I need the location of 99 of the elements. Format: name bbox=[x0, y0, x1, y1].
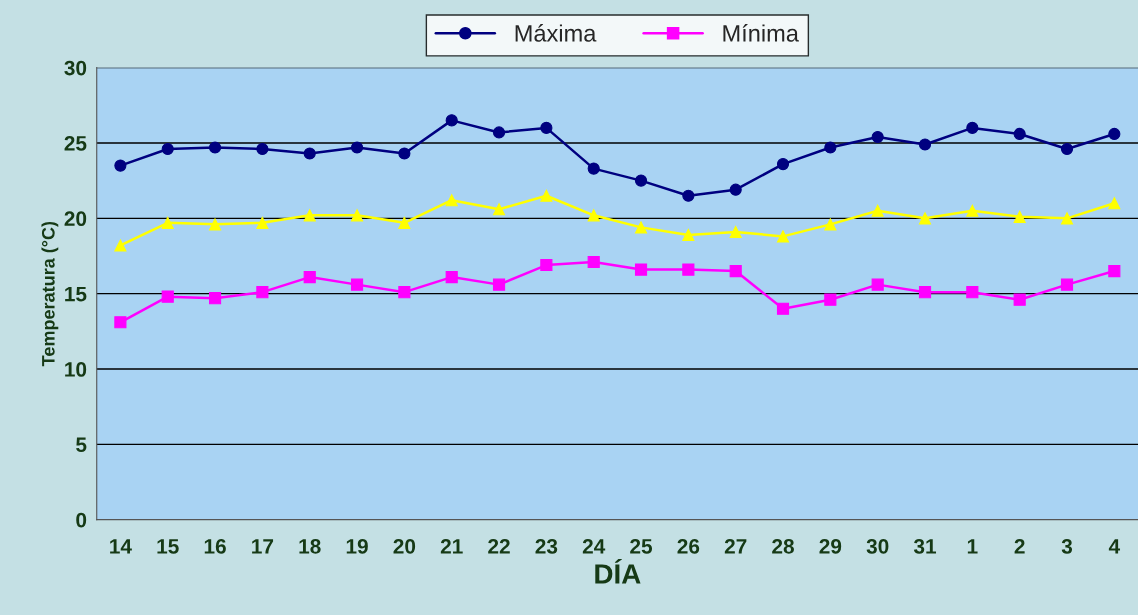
point bbox=[1060, 212, 1074, 225]
point bbox=[303, 209, 316, 222]
x-tick-label: 26 bbox=[677, 538, 700, 554]
point bbox=[540, 258, 553, 272]
point bbox=[540, 121, 553, 134]
point bbox=[729, 183, 742, 196]
point bbox=[966, 121, 979, 134]
point bbox=[1013, 127, 1026, 141]
point bbox=[871, 278, 884, 291]
point bbox=[398, 286, 411, 299]
y-tick-label: 0 bbox=[76, 512, 87, 528]
legend-label: Mínima bbox=[723, 24, 799, 42]
point bbox=[114, 239, 127, 252]
point bbox=[256, 286, 269, 299]
point bbox=[634, 174, 648, 187]
point bbox=[208, 292, 222, 305]
point bbox=[682, 228, 695, 241]
x-tick-label: 29 bbox=[819, 538, 842, 554]
x-tick-label: 28 bbox=[772, 538, 794, 554]
point bbox=[492, 126, 506, 139]
point bbox=[776, 302, 790, 315]
x-tick-label: 25 bbox=[630, 538, 653, 554]
point bbox=[492, 278, 506, 291]
point bbox=[729, 264, 742, 278]
point bbox=[540, 189, 553, 202]
x-tick-label: 22 bbox=[488, 538, 510, 554]
point bbox=[161, 142, 174, 156]
x-tick-label: 16 bbox=[204, 538, 226, 554]
x-tick-label: 3 bbox=[1061, 538, 1073, 554]
x-tick-label: 21 bbox=[440, 538, 463, 554]
point bbox=[682, 263, 695, 276]
point bbox=[208, 218, 222, 231]
y-tick-label: 5 bbox=[76, 437, 87, 453]
point bbox=[445, 114, 458, 127]
point bbox=[918, 286, 932, 299]
x-tick-label: 2 bbox=[1014, 538, 1025, 554]
point bbox=[350, 278, 364, 291]
x-tick-label: 30 bbox=[866, 538, 889, 554]
point bbox=[161, 290, 174, 303]
point bbox=[634, 263, 648, 276]
point bbox=[871, 130, 884, 144]
point bbox=[445, 271, 458, 284]
x-tick-label: 17 bbox=[252, 539, 274, 554]
point bbox=[729, 225, 742, 238]
point bbox=[492, 203, 506, 216]
point bbox=[587, 255, 600, 269]
point bbox=[682, 189, 695, 202]
point bbox=[208, 141, 222, 154]
x-tick-label: 27 bbox=[724, 538, 747, 554]
point bbox=[1013, 293, 1026, 306]
point bbox=[114, 316, 127, 329]
point bbox=[918, 212, 932, 225]
point bbox=[114, 159, 127, 172]
y-tick-label: 10 bbox=[65, 362, 87, 377]
point bbox=[824, 293, 837, 306]
point bbox=[824, 141, 837, 154]
point bbox=[303, 147, 316, 160]
point bbox=[256, 142, 269, 156]
y-axis-title: Temperatura (°C) bbox=[41, 221, 59, 367]
point bbox=[398, 147, 411, 160]
x-tick-label: 23 bbox=[535, 538, 558, 554]
point bbox=[445, 194, 458, 207]
point bbox=[256, 216, 269, 229]
y-tick-label: 20 bbox=[64, 211, 87, 227]
point bbox=[1108, 127, 1121, 141]
x-tick-label: 24 bbox=[582, 538, 606, 554]
point bbox=[966, 286, 979, 299]
x-tick-label: 1 bbox=[967, 539, 978, 554]
x-tick-label: 19 bbox=[346, 538, 368, 554]
point bbox=[776, 158, 790, 171]
x-tick-label: 18 bbox=[299, 538, 321, 554]
point bbox=[161, 216, 174, 229]
x-axis-title: DÍA bbox=[595, 558, 641, 584]
point bbox=[824, 218, 837, 231]
point bbox=[918, 138, 932, 151]
x-tick-label: 15 bbox=[157, 539, 179, 554]
point bbox=[587, 209, 600, 222]
point bbox=[966, 204, 979, 217]
x-tick-label: 4 bbox=[1108, 539, 1121, 554]
point bbox=[634, 221, 648, 234]
point bbox=[350, 209, 364, 222]
x-tick-label: 20 bbox=[393, 538, 416, 554]
point bbox=[1060, 278, 1074, 291]
legend-label: Máxima bbox=[515, 24, 597, 42]
point bbox=[776, 230, 790, 243]
x-tick-label: 14 bbox=[110, 539, 132, 554]
point bbox=[1108, 197, 1121, 210]
point bbox=[398, 216, 411, 229]
point bbox=[1060, 142, 1074, 156]
point bbox=[1108, 264, 1121, 278]
x-tick-label: 31 bbox=[913, 538, 937, 554]
point bbox=[587, 162, 600, 175]
y-tick-label: 25 bbox=[64, 135, 87, 151]
point bbox=[303, 271, 316, 284]
y-tick-label: 30 bbox=[64, 60, 87, 76]
point bbox=[1013, 210, 1026, 223]
point bbox=[871, 204, 884, 217]
y-tick-label: 15 bbox=[65, 286, 87, 302]
point bbox=[350, 141, 364, 154]
